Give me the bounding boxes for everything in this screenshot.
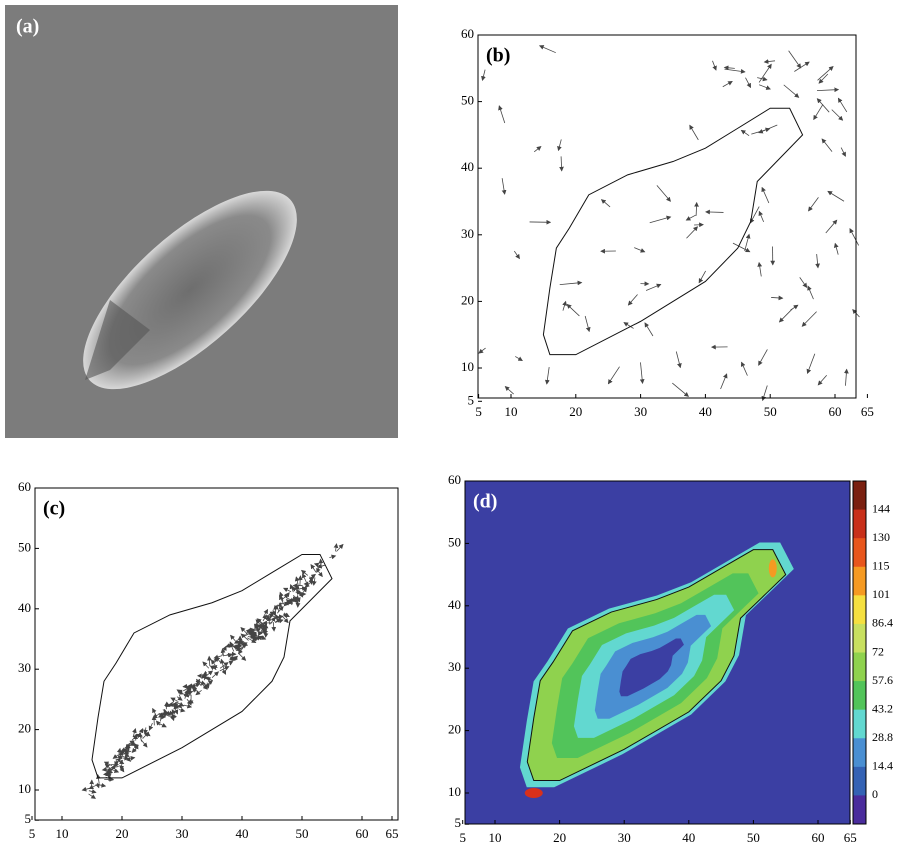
- colorbar-band: [853, 510, 866, 539]
- colorbar-band: [853, 624, 866, 653]
- panel-b: 5 10 20 30 40 50 60 65 5 10 20 30 40 50 60 (b): [461, 26, 874, 419]
- y-tick-label: 10: [18, 781, 31, 796]
- x-tick-label: 5: [459, 830, 466, 845]
- x-tick-label: 60: [829, 404, 842, 419]
- y-tick-label: 40: [18, 600, 31, 615]
- colorbar-label: 28.8: [872, 730, 893, 744]
- colorbar-label: 101: [872, 587, 890, 601]
- colorbar-label: 130: [872, 530, 890, 544]
- y-tick-label: 50: [18, 539, 31, 554]
- colorbar-band: [853, 710, 866, 739]
- plot-background: [35, 488, 398, 820]
- panel-d: 5 10 20 30 40 50 60 65 5 10 20 30 40 50 60 (d) 144 130 115…: [448, 472, 893, 845]
- y-tick-label: 40: [448, 597, 461, 612]
- plot-background: [478, 35, 856, 398]
- panel-a: (a): [5, 5, 398, 438]
- panel-label: (a): [16, 16, 39, 38]
- y-tick-label: 5: [25, 811, 32, 826]
- colorbar-label: 72: [872, 644, 884, 658]
- y-tick-label: 10: [448, 784, 461, 799]
- x-tick-label: 40: [236, 826, 249, 841]
- x-tick-label: 40: [699, 404, 712, 419]
- colorbar-band: [853, 538, 866, 567]
- y-tick-label: 40: [461, 159, 474, 174]
- colorbar-label: 0: [872, 787, 878, 801]
- y-tick-label: 20: [18, 721, 31, 736]
- x-tick-label: 30: [634, 404, 647, 419]
- y-tick-label: 30: [18, 660, 31, 675]
- x-tick-label: 40: [682, 830, 695, 845]
- colorbar-band: [853, 481, 866, 510]
- vector: [696, 203, 697, 216]
- x-tick-label: 10: [489, 830, 502, 845]
- x-tick-label: 60: [356, 826, 369, 841]
- x-tick-label: 50: [747, 830, 760, 845]
- x-tick-label: 5: [29, 826, 36, 841]
- panel-label: (b): [486, 45, 510, 67]
- y-tick-label: 30: [461, 226, 474, 241]
- y-tick-label: 50: [448, 534, 461, 549]
- x-tick-label: 65: [386, 826, 399, 841]
- colorbar-label: 115: [872, 559, 890, 573]
- colorbar-label: 144: [872, 501, 890, 515]
- x-tick-label: 20: [116, 826, 129, 841]
- vector: [122, 750, 123, 756]
- x-tick-label: 65: [861, 404, 874, 419]
- colorbar-band: [853, 567, 866, 596]
- x-tick-label: 10: [505, 404, 518, 419]
- vector: [298, 598, 299, 607]
- x-tick-label: 50: [296, 826, 309, 841]
- x-tick-label: 60: [812, 830, 825, 845]
- panel-c: 5 10 20 30 40 50 60 65 5 10 20 30 40 50 60 (c): [18, 479, 399, 841]
- panel-label: (c): [43, 498, 65, 520]
- x-tick-label: 65: [844, 830, 857, 845]
- colorbar-band: [853, 795, 866, 824]
- colorbar-band: [853, 681, 866, 710]
- colorbar-label: 57.6: [872, 673, 893, 687]
- colorbar-band: [853, 738, 866, 767]
- y-tick-label: 60: [461, 26, 474, 41]
- hot-spot: [525, 788, 543, 798]
- x-tick-label: 20: [553, 830, 566, 845]
- colorbar-band: [853, 595, 866, 624]
- y-tick-label: 30: [448, 659, 461, 674]
- y-tick-label: 10: [461, 359, 474, 374]
- colorbar-label: 86.4: [872, 616, 893, 630]
- colorbar-label: 14.4: [872, 759, 893, 773]
- panel-label: (d): [473, 491, 497, 513]
- colorbar-band: [853, 767, 866, 796]
- hot-spot: [769, 559, 777, 577]
- x-tick-label: 30: [176, 826, 189, 841]
- vector: [166, 702, 167, 709]
- y-tick-label: 20: [461, 292, 474, 307]
- y-tick-label: 5: [468, 392, 475, 407]
- vector: [706, 212, 724, 213]
- y-tick-label: 60: [448, 472, 461, 487]
- colorbar-label: 43.2: [872, 701, 893, 715]
- colorbar-band: [853, 653, 866, 682]
- y-tick-label: 60: [18, 479, 31, 494]
- y-tick-label: 5: [455, 815, 462, 830]
- x-tick-label: 20: [569, 404, 582, 419]
- x-tick-label: 50: [764, 404, 777, 419]
- x-tick-label: 30: [618, 830, 631, 845]
- x-tick-label: 10: [56, 826, 69, 841]
- x-tick-label: 5: [475, 404, 482, 419]
- y-tick-label: 50: [461, 93, 474, 108]
- y-tick-label: 20: [448, 722, 461, 737]
